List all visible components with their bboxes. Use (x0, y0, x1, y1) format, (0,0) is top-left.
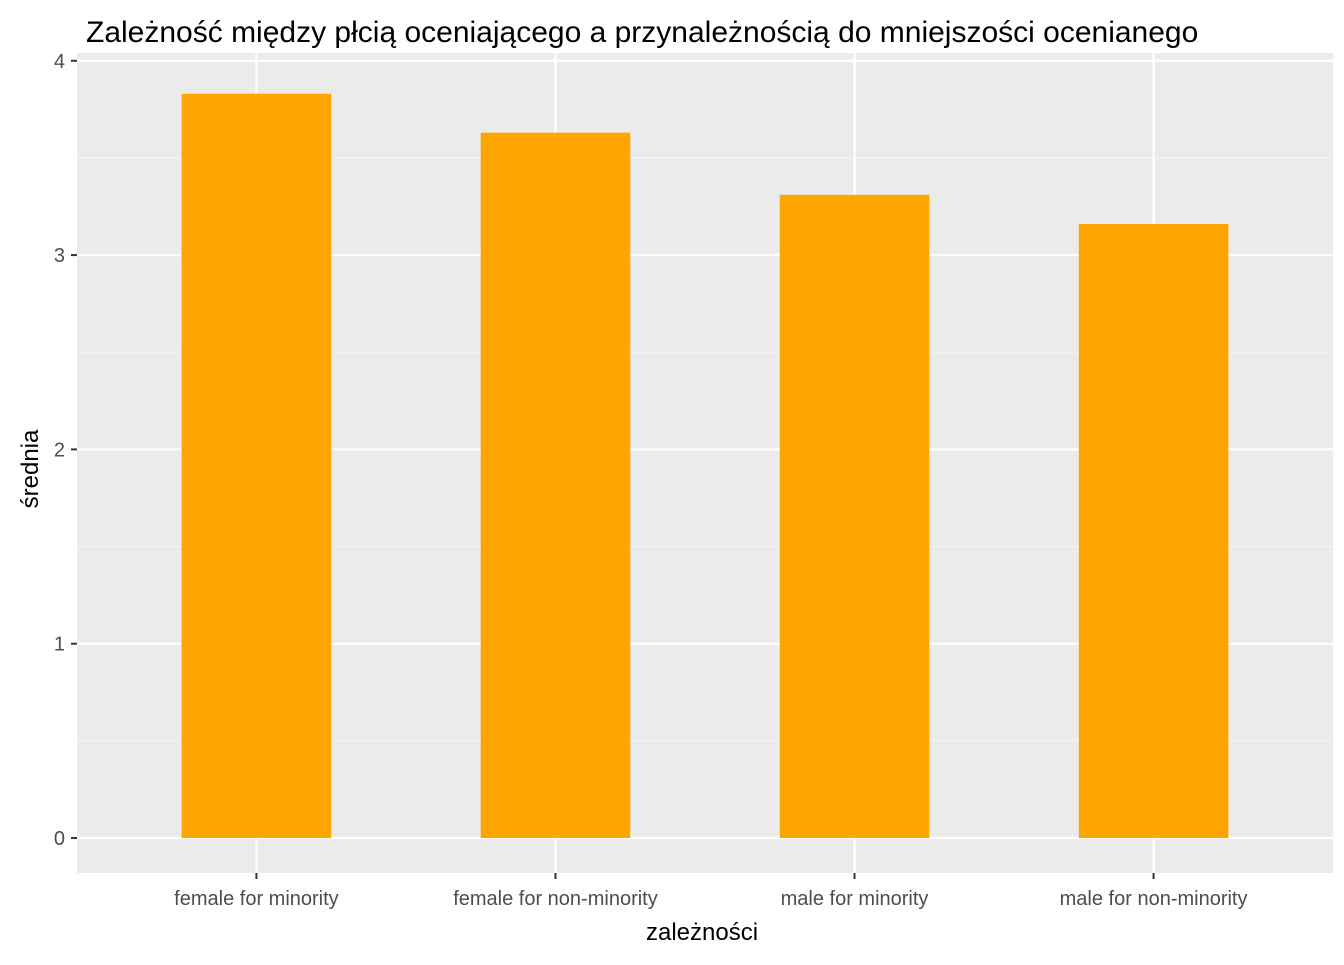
bar-female-for-minority (181, 93, 332, 839)
y-tick-label: 0 (54, 828, 65, 850)
bar-male-for-non-minority (1078, 223, 1229, 839)
chart-title: Zależność między płcią oceniającego a pr… (86, 16, 1198, 49)
x-tick-label: male for minority (781, 888, 929, 910)
x-axis-title: zależności (646, 919, 758, 946)
x-tick-label: female for minority (174, 888, 339, 910)
bar-female-for-non-minority (480, 132, 631, 839)
x-tick-label: female for non-minority (453, 888, 658, 910)
y-tick-label: 2 (54, 439, 65, 461)
x-tick-label: male for non-minority (1060, 888, 1248, 910)
y-axis: 0 1 2 3 4 (54, 51, 77, 850)
x-axis: female for minority female for non-minori… (174, 873, 1247, 910)
y-tick-label: 1 (54, 634, 65, 656)
y-axis-title: średnia (17, 429, 44, 508)
y-tick-label: 3 (54, 245, 65, 267)
y-tick-label: 4 (54, 51, 65, 73)
bar-male-for-minority (779, 194, 930, 839)
bars (181, 93, 1229, 839)
